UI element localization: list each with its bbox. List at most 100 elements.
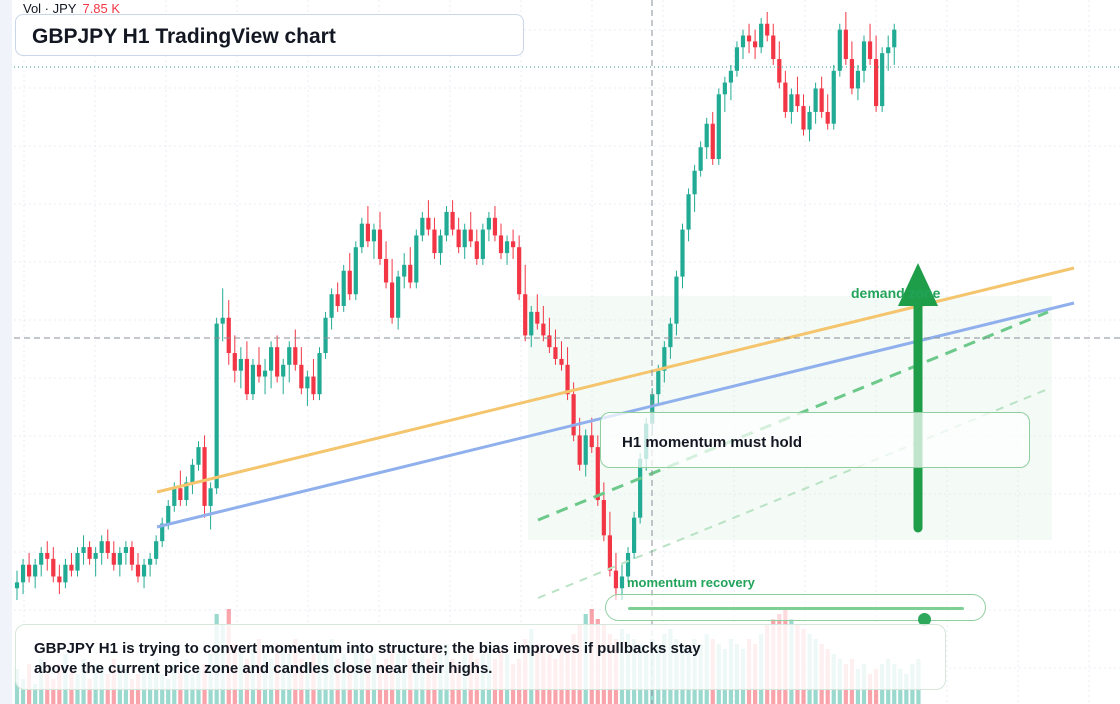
candle-body xyxy=(63,564,68,583)
candle xyxy=(492,206,498,242)
candle-body xyxy=(166,505,171,524)
candle-body xyxy=(87,547,92,559)
dashed-support-line[interactable] xyxy=(537,310,1049,522)
volume-bar xyxy=(51,679,56,704)
candle xyxy=(450,200,455,236)
candlestick-series xyxy=(14,12,897,600)
candle xyxy=(813,82,818,124)
candle-body xyxy=(317,353,322,395)
candle xyxy=(329,288,334,330)
candle xyxy=(746,23,752,54)
candle-body xyxy=(795,94,800,107)
candle-body xyxy=(831,70,836,124)
candle xyxy=(87,541,92,565)
candle xyxy=(843,12,848,65)
candle xyxy=(444,206,449,242)
candle xyxy=(831,64,836,130)
candle xyxy=(613,552,619,600)
candle-body xyxy=(293,347,298,365)
momentum-slider[interactable] xyxy=(605,594,986,626)
candle xyxy=(704,117,709,159)
candle xyxy=(734,41,740,77)
candle-body xyxy=(450,211,455,230)
momentum-note-box[interactable]: H1 momentum must hold xyxy=(600,412,1030,468)
candle xyxy=(178,470,183,506)
candle-body xyxy=(807,111,812,130)
candle-body xyxy=(789,94,794,112)
candle-body xyxy=(759,23,764,48)
candle-body xyxy=(123,547,128,553)
dashed-support-line-faint[interactable] xyxy=(537,388,1049,599)
candle-body xyxy=(716,94,721,159)
candle-body xyxy=(275,347,280,377)
candle xyxy=(196,441,201,471)
candle xyxy=(728,64,733,101)
candle xyxy=(462,223,467,259)
candle-body xyxy=(837,29,842,71)
candle-body xyxy=(281,364,286,377)
candle xyxy=(377,211,383,265)
candle xyxy=(105,529,110,559)
volume-bar xyxy=(87,679,92,704)
candle-body xyxy=(619,576,625,589)
candle-body xyxy=(777,59,782,83)
momentum-slider-track[interactable] xyxy=(628,607,964,626)
candle xyxy=(154,535,159,565)
candle xyxy=(795,76,800,112)
candle xyxy=(819,76,824,118)
caption-box: GBPJPY H1 is trying to convert momentum … xyxy=(15,624,946,690)
candle-body xyxy=(523,294,528,336)
candle xyxy=(559,341,564,371)
candle-body xyxy=(771,35,776,60)
candle-body xyxy=(160,523,165,542)
candle xyxy=(383,241,389,289)
volume-bar xyxy=(33,684,38,704)
candle xyxy=(553,329,558,365)
candle-body xyxy=(202,447,207,506)
candle-body xyxy=(595,447,600,501)
candle-body xyxy=(365,223,370,242)
candle xyxy=(680,223,685,289)
candle xyxy=(69,552,74,577)
candle xyxy=(390,258,395,324)
candle-body xyxy=(208,488,213,506)
left-edge-strip xyxy=(0,0,12,704)
candle xyxy=(849,41,854,95)
candle-body xyxy=(662,347,667,371)
candle-body xyxy=(93,552,98,559)
candle-body xyxy=(33,564,38,577)
candle xyxy=(160,517,165,548)
candle xyxy=(123,541,128,565)
candle xyxy=(220,288,225,342)
candle-body xyxy=(874,59,879,107)
candle xyxy=(226,300,231,365)
candle xyxy=(632,511,637,559)
candle xyxy=(111,541,116,571)
momentum-recovery-label: momentum recovery xyxy=(627,575,755,590)
candle xyxy=(93,547,98,577)
candle-body xyxy=(69,564,74,571)
candle-body xyxy=(51,558,56,577)
candle xyxy=(293,329,298,371)
candle-body xyxy=(232,353,237,371)
candle xyxy=(783,70,788,118)
candle xyxy=(299,347,304,395)
candle xyxy=(426,200,431,236)
candle-body xyxy=(589,435,594,448)
candle xyxy=(75,547,80,577)
volume-label: Vol · JPY xyxy=(23,1,77,16)
candle-body xyxy=(408,264,413,283)
candle xyxy=(269,341,274,389)
candle-body xyxy=(353,247,358,295)
candle xyxy=(765,12,770,42)
candle-body xyxy=(444,211,449,236)
candle xyxy=(14,570,20,600)
candle xyxy=(81,535,86,565)
momentum-slider-knob[interactable] xyxy=(917,613,931,626)
candle-body xyxy=(371,229,377,242)
candle-body xyxy=(20,564,26,583)
candle-body xyxy=(305,376,310,389)
candle xyxy=(498,223,504,259)
candle-body xyxy=(262,370,268,377)
candle xyxy=(753,29,758,60)
